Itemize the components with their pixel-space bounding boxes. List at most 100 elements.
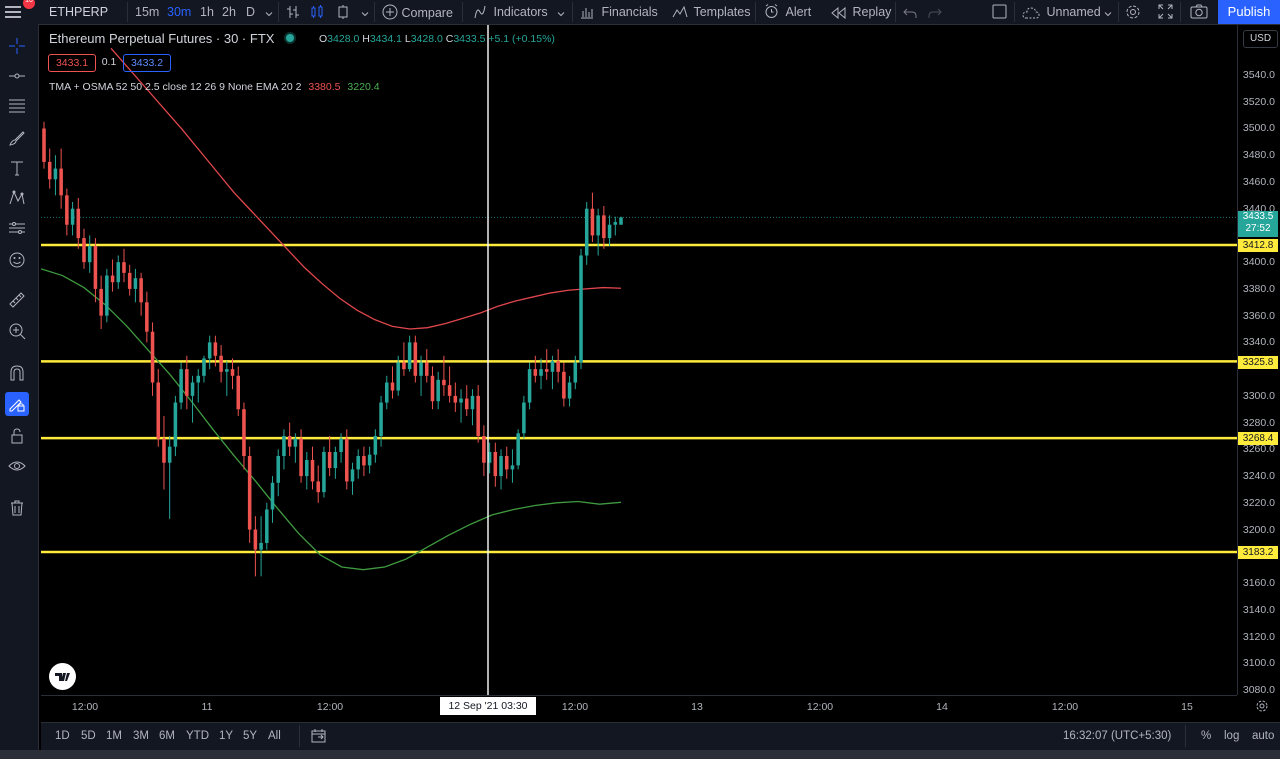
candle-body — [584, 208, 589, 256]
chart-pane[interactable] — [41, 25, 1237, 695]
range-ytd[interactable]: YTD — [186, 730, 209, 742]
publish-button[interactable]: Publish — [1218, 0, 1280, 24]
chart-type-icon[interactable] — [336, 0, 350, 24]
interval-30m[interactable]: 30m — [167, 5, 192, 19]
stay-in-drawing-mode-icon[interactable] — [5, 392, 29, 416]
time-tick: 12:00 — [1051, 701, 1079, 713]
candle-body — [510, 465, 515, 470]
auto-scale-toggle[interactable]: auto — [1252, 730, 1275, 742]
undo-icon[interactable] — [903, 0, 917, 24]
candle-body — [413, 342, 418, 376]
prediction-icon[interactable] — [5, 216, 29, 240]
replay-label: Replay — [852, 5, 892, 19]
candle-body — [145, 302, 149, 332]
price-tick: 3300.0 — [1242, 389, 1275, 402]
candle-body — [482, 435, 486, 463]
layout-button[interactable]: Unnamed — [1022, 0, 1101, 24]
price-chart[interactable] — [41, 25, 1237, 695]
compare-button[interactable]: Compare — [382, 0, 453, 24]
lock-icon[interactable] — [5, 424, 29, 448]
candle-body — [402, 362, 406, 370]
price-tick: 3260.0 — [1242, 443, 1275, 456]
indicator-name: TMA + OSMA 52 50 2.5 close 12 26 9 None … — [49, 81, 302, 93]
zoom-in-icon[interactable] — [5, 319, 29, 343]
chart-type-dropdown-icon[interactable] — [360, 0, 370, 24]
range-3m[interactable]: 3M — [133, 730, 149, 742]
crosshair-icon[interactable] — [5, 34, 29, 58]
smiley-icon[interactable] — [5, 248, 29, 272]
candle-body — [213, 342, 218, 356]
range-6m[interactable]: 6M — [159, 730, 175, 742]
alert-button[interactable]: Alert — [764, 0, 811, 24]
eye-icon[interactable] — [5, 454, 29, 478]
redo-icon[interactable] — [928, 0, 942, 24]
clock-timezone[interactable]: 16:32:07 (UTC+5:30) — [1063, 730, 1172, 742]
brush-icon[interactable] — [5, 126, 29, 150]
indicators-button[interactable]: Indicators — [472, 0, 548, 24]
candle-body — [493, 452, 498, 477]
interval-15m[interactable]: 15m — [135, 5, 160, 19]
range-1m[interactable]: 1M — [106, 730, 122, 742]
range-all[interactable]: All — [268, 730, 281, 742]
sell-button[interactable]: 3433.1 — [48, 54, 96, 72]
indicator-legend[interactable]: TMA + OSMA 52 50 2.5 close 12 26 9 None … — [49, 81, 380, 93]
candles-style-icon[interactable] — [310, 0, 324, 24]
percent-scale-toggle[interactable]: % — [1201, 730, 1212, 742]
time-scale[interactable]: 12:00 11 12:00 12:00 13 12:00 14 12:00 1… — [41, 695, 1237, 718]
range-5d[interactable]: 5D — [81, 730, 96, 742]
candle-body — [42, 128, 46, 162]
symbol-search[interactable]: ETHPERP — [49, 5, 109, 19]
trend-line-icon[interactable] — [5, 64, 29, 88]
tradingview-logo[interactable] — [49, 663, 76, 690]
fib-lines-icon[interactable] — [5, 94, 29, 118]
candle-body — [167, 446, 172, 463]
replay-button[interactable]: Replay — [830, 0, 891, 24]
pattern-icon[interactable] — [5, 186, 29, 210]
range-1d[interactable]: 1D — [55, 730, 70, 742]
go-to-date-icon[interactable] — [311, 729, 326, 746]
text-tool-icon[interactable] — [5, 156, 29, 180]
financials-button[interactable]: Financials — [580, 0, 658, 24]
candle-body — [105, 275, 109, 316]
axis-settings-gear-icon[interactable] — [1255, 699, 1269, 718]
candle-body — [602, 215, 606, 239]
candle-body — [533, 369, 538, 376]
fullscreen-expand-icon[interactable] — [1158, 0, 1173, 24]
candle-body — [356, 456, 360, 470]
ma-red-line — [110, 47, 622, 330]
templates-button[interactable]: Templates — [672, 0, 750, 24]
compare-label: Compare — [401, 6, 453, 20]
indicators-label: Indicators — [493, 5, 548, 19]
fullscreen-square-icon[interactable] — [992, 0, 1007, 24]
buy-button[interactable]: 3433.2 — [123, 54, 171, 72]
candle-body — [293, 438, 298, 447]
camera-icon[interactable] — [1190, 0, 1208, 24]
bar-style-icon[interactable] — [286, 0, 300, 24]
interval-dropdown-icon[interactable] — [264, 0, 274, 24]
symbol-legend[interactable]: Ethereum Perpetual Futures · 30 · FTX — [49, 31, 304, 46]
candle-body — [350, 469, 355, 482]
currency-selector[interactable]: USD — [1243, 30, 1278, 48]
market-status-icon — [286, 34, 295, 42]
range-1y[interactable]: 1Y — [219, 730, 234, 742]
candle-body — [322, 452, 326, 493]
range-5y[interactable]: 5Y — [243, 730, 258, 742]
log-scale-toggle[interactable]: log — [1224, 730, 1240, 742]
candle-body — [299, 438, 303, 477]
candle-body — [133, 278, 138, 289]
indicators-dropdown-icon[interactable] — [556, 0, 566, 24]
candle-body — [619, 217, 623, 225]
price-tick: 3340.0 — [1242, 336, 1275, 349]
trash-icon[interactable] — [5, 496, 29, 520]
magnet-icon[interactable] — [5, 361, 29, 385]
settings-gear-icon[interactable] — [1125, 0, 1141, 24]
candle-body — [265, 509, 269, 543]
interval-2h[interactable]: 2h — [222, 5, 236, 19]
interval-1h[interactable]: 1h — [200, 5, 214, 19]
price-tick: 3400.0 — [1242, 256, 1275, 269]
menu-button[interactable]: 10 — [2, 0, 36, 24]
ma-green-line — [41, 268, 622, 571]
layout-dropdown-icon[interactable] — [1103, 0, 1113, 24]
ruler-icon[interactable] — [5, 288, 29, 312]
interval-d[interactable]: D — [246, 5, 256, 19]
